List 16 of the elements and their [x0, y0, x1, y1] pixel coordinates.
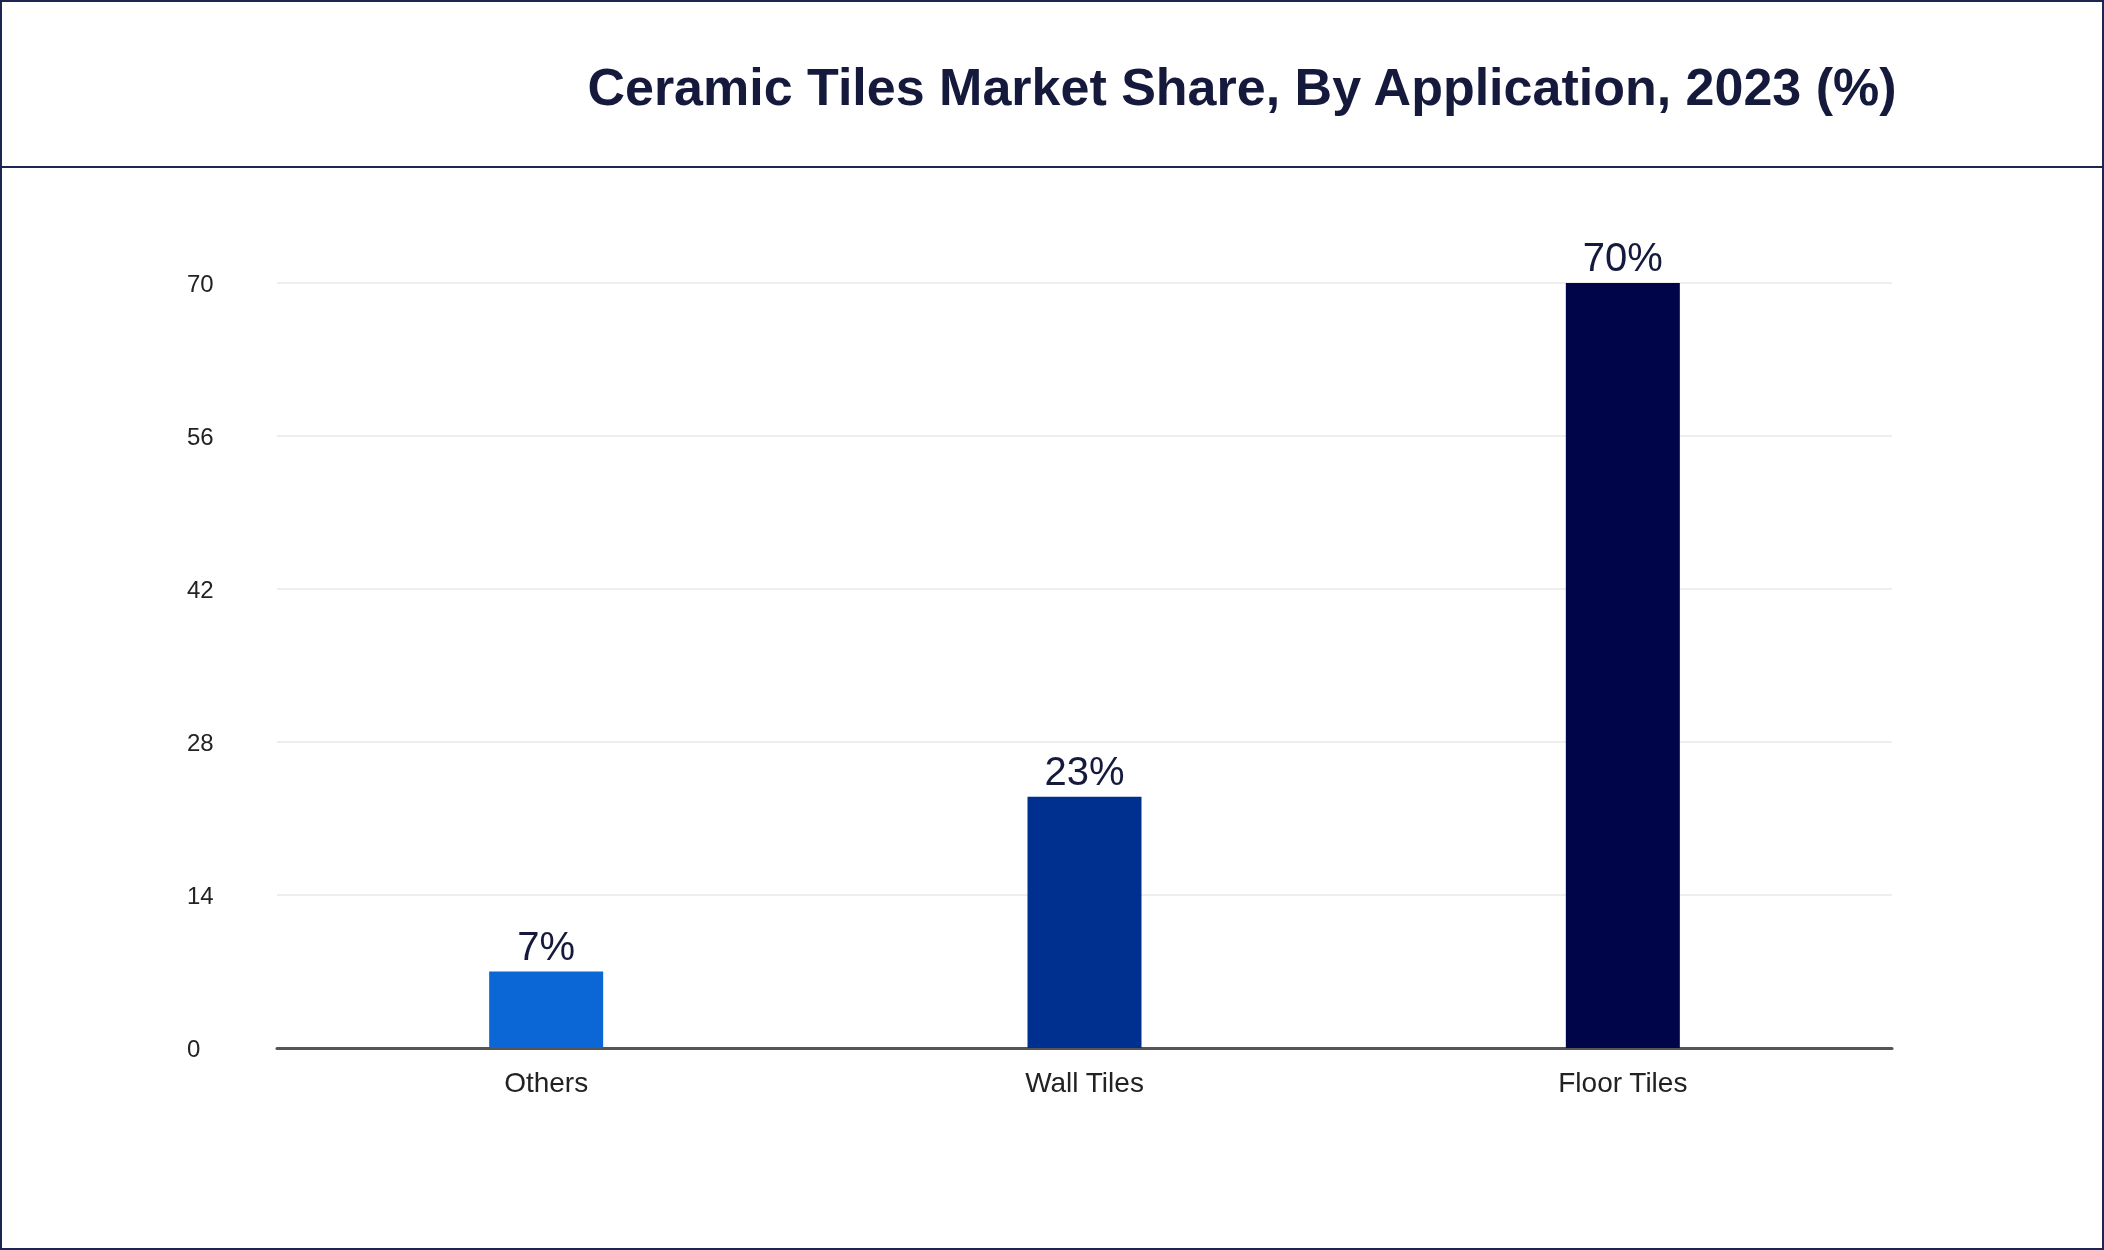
data-label: 70% — [1582, 235, 1663, 279]
x-tick-label: Wall Tiles — [1025, 1066, 1144, 1098]
bar — [1565, 283, 1680, 1048]
data-label: 23% — [1044, 748, 1125, 793]
y-tick-label: 56 — [187, 422, 214, 450]
x-tick-label: Others — [504, 1066, 589, 1098]
y-tick-label: 42 — [187, 575, 214, 603]
bar — [489, 971, 604, 1048]
y-tick-label: 28 — [187, 728, 214, 756]
chart-title: Ceramic Tiles Market Share, By Application, 2023 (%) — [586, 57, 1898, 117]
y-tick-label: 14 — [187, 881, 214, 909]
bar — [1027, 796, 1142, 1048]
data-label: 7% — [517, 923, 576, 968]
y-tick-label: 70 — [187, 269, 214, 297]
y-tick-label: 0 — [187, 1034, 201, 1062]
x-tick-label: Floor Tiles — [1558, 1066, 1688, 1098]
